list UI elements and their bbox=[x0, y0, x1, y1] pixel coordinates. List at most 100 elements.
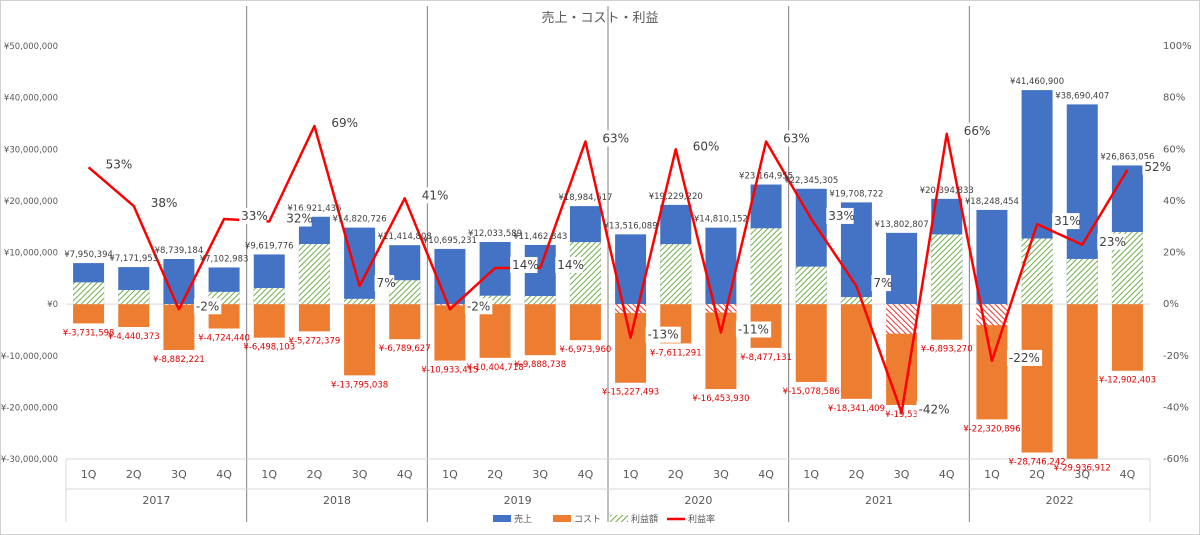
rate-value-label: 14% bbox=[512, 258, 539, 272]
x-tick-label: 2Q bbox=[126, 468, 142, 481]
sales-value-label: ¥41,460,900 bbox=[1010, 77, 1064, 87]
sales-bar bbox=[163, 259, 195, 305]
profit-bar bbox=[615, 304, 647, 313]
profit-bar bbox=[163, 304, 195, 305]
cost-bar bbox=[705, 304, 737, 390]
rate-value-label: 14% bbox=[557, 258, 584, 272]
rate-label-bg bbox=[645, 326, 681, 343]
y-tick-label: ¥0 bbox=[47, 300, 58, 310]
rate-label-bg bbox=[690, 138, 719, 155]
profit-bar bbox=[795, 266, 827, 305]
sales-value-label: ¥8,739,184 bbox=[155, 246, 204, 256]
cost-bar bbox=[344, 304, 376, 376]
x-tick-label: 1Q bbox=[623, 468, 639, 481]
legend: 売上 コスト 利益額 利益率 bbox=[493, 513, 715, 525]
x-tick-label: 3Q bbox=[1074, 468, 1090, 481]
cost-value-label: ¥-22,320,896 bbox=[963, 424, 1020, 434]
cost-bar bbox=[1111, 304, 1143, 371]
profit-bar bbox=[1066, 258, 1098, 305]
year-label: 2019 bbox=[504, 494, 532, 507]
legend-swatch bbox=[493, 515, 511, 522]
year-label: 2020 bbox=[684, 494, 712, 507]
sales-value-label: ¥7,171,953 bbox=[109, 254, 158, 264]
rate-label-bg bbox=[555, 256, 583, 273]
cost-bar bbox=[118, 304, 150, 328]
cost-bar bbox=[615, 304, 647, 383]
cost-value-label: ¥-9,888,738 bbox=[514, 360, 566, 370]
cost-value-label: ¥-5,272,379 bbox=[289, 336, 341, 346]
y2-tick-label: -60% bbox=[1163, 454, 1189, 465]
sales-value-label: ¥9,619,776 bbox=[245, 241, 294, 251]
cost-bar bbox=[73, 304, 105, 324]
profit-bar bbox=[524, 295, 556, 305]
cost-value-label: ¥-15,227,493 bbox=[602, 388, 659, 398]
profit-bar bbox=[298, 243, 330, 305]
rate-value-label: 31% bbox=[1054, 214, 1081, 228]
rate-label-bg bbox=[239, 207, 267, 224]
x-tick-label: 3Q bbox=[894, 468, 910, 481]
rate-value-label: 32% bbox=[286, 212, 313, 226]
profit-bar bbox=[253, 288, 285, 305]
cost-value-label: ¥-6,789,627 bbox=[379, 344, 431, 354]
cost-value-label: ¥-10,933,415 bbox=[421, 366, 478, 376]
rate-value-label: -2% bbox=[467, 299, 490, 313]
sales-bar bbox=[886, 232, 918, 305]
rate-value-label: 52% bbox=[1144, 160, 1171, 174]
x-tick-label: 3Q bbox=[713, 468, 729, 481]
x-tick-label: 2Q bbox=[668, 468, 684, 481]
rate-value-label: 7% bbox=[377, 276, 396, 290]
sales-value-label: ¥38,690,407 bbox=[1055, 91, 1109, 101]
rate-value-label: 60% bbox=[693, 139, 720, 153]
rate-value-label: 7% bbox=[873, 276, 892, 290]
rate-label-bg bbox=[510, 256, 538, 273]
y-tick-label: ¥-20,000,000 bbox=[1, 403, 58, 413]
rate-label-bg bbox=[419, 187, 448, 204]
rate-label-bg bbox=[1006, 349, 1043, 366]
rate-value-label: 63% bbox=[602, 132, 629, 146]
sales-value-label: ¥18,248,454 bbox=[965, 197, 1019, 207]
rate-label-bg bbox=[1052, 213, 1080, 230]
x-tick-label: 4Q bbox=[578, 468, 594, 481]
x-tick-label: 1Q bbox=[803, 468, 819, 481]
rate-label-bg bbox=[148, 195, 177, 212]
profit-bar bbox=[886, 304, 918, 334]
y2-tick-label: 60% bbox=[1163, 144, 1185, 155]
profit-bar bbox=[931, 234, 963, 305]
year-label: 2018 bbox=[323, 494, 351, 507]
sales-value-label: ¥22,345,305 bbox=[784, 176, 838, 186]
rate-label-bg bbox=[193, 298, 222, 315]
rate-value-label: 69% bbox=[331, 116, 358, 130]
y2-tick-label: 80% bbox=[1163, 93, 1185, 104]
sales-value-label: ¥26,863,056 bbox=[1100, 152, 1154, 162]
year-label: 2021 bbox=[865, 494, 893, 507]
cost-bar bbox=[434, 304, 466, 361]
cost-bar bbox=[163, 304, 195, 350]
rate-label-bg bbox=[374, 275, 395, 292]
cost-value-label: ¥-6,893,270 bbox=[921, 345, 973, 355]
rate-value-label: 41% bbox=[422, 188, 449, 202]
rate-label-bg bbox=[961, 122, 990, 139]
year-label: 2022 bbox=[1046, 494, 1074, 507]
rate-label-bg bbox=[284, 210, 312, 227]
sales-value-label: ¥19,708,722 bbox=[829, 189, 883, 199]
cost-bar bbox=[569, 304, 601, 341]
legend-swatch bbox=[553, 515, 571, 522]
sales-value-label: ¥14,810,152 bbox=[694, 215, 748, 225]
x-tick-label: 2Q bbox=[307, 468, 323, 481]
profit-bar bbox=[750, 228, 782, 305]
x-tick-label: 1Q bbox=[261, 468, 277, 481]
rate-label-bg bbox=[1097, 233, 1125, 250]
axes: ¥50,000,000 ¥40,000,000 ¥30,000,000 ¥20,000… bbox=[1, 6, 1192, 522]
rate-label-bg bbox=[1142, 158, 1170, 175]
legend-label: コスト bbox=[574, 515, 601, 525]
cost-value-label: ¥-8,882,221 bbox=[153, 355, 205, 365]
cost-bar bbox=[389, 304, 421, 340]
y-tick-label: ¥20,000,000 bbox=[4, 197, 58, 207]
sales-value-label: ¥7,950,394 bbox=[64, 250, 113, 260]
sales-value-label: ¥11,462,843 bbox=[513, 232, 567, 242]
rate-value-label: -42% bbox=[919, 403, 950, 417]
rate-value-label: 38% bbox=[151, 196, 178, 210]
sales-value-label: ¥23,164,955 bbox=[739, 172, 793, 182]
cost-value-label: ¥-19,53 bbox=[885, 410, 918, 420]
